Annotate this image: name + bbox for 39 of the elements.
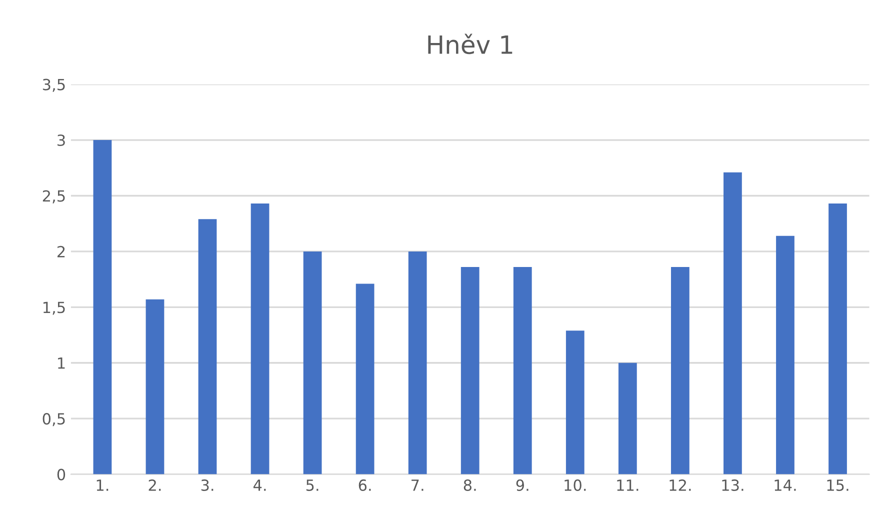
bar	[513, 267, 532, 474]
x-tick-label: 5.	[306, 480, 318, 491]
x-tick-label: 15.	[827, 480, 848, 491]
y-tick-label: 3	[58, 134, 65, 146]
x-tick-label: 4.	[253, 480, 266, 491]
y-tick-label: 0,5	[42, 413, 65, 426]
y-tick-label: 2	[58, 246, 65, 258]
chart-title: Hněv 1	[428, 34, 512, 54]
x-tick-label: 3.	[201, 479, 214, 491]
bar	[618, 362, 637, 474]
bar	[93, 140, 112, 474]
x-tick-label: 10.	[564, 479, 586, 491]
x-tick-label: 2.	[148, 479, 161, 491]
bar	[828, 204, 847, 474]
bar	[198, 219, 217, 474]
bar	[566, 330, 584, 474]
bar	[671, 267, 690, 474]
y-tick-label: 1	[58, 358, 65, 369]
x-tick-label: 9.	[516, 479, 528, 491]
bar	[724, 172, 742, 474]
x-tick-label: 12.	[670, 479, 691, 491]
bar	[356, 284, 374, 474]
y-tick-label: 1,5	[43, 302, 65, 315]
x-tick-label: 1.	[96, 480, 108, 491]
bar	[146, 299, 164, 474]
x-tick-label: 7.	[412, 480, 424, 491]
y-tick-label: 0	[57, 468, 66, 480]
bar	[408, 251, 427, 474]
x-tick-label: 6.	[358, 479, 371, 491]
x-tick-label: 13.	[722, 479, 744, 491]
bar	[250, 204, 270, 474]
bar	[460, 267, 480, 474]
x-tick-label: 14.	[774, 480, 796, 491]
bar	[303, 251, 322, 474]
y-tick-label: 3,5	[42, 78, 65, 92]
x-tick-label: 11.	[617, 480, 638, 491]
y-tick-label: 2,5	[42, 190, 65, 204]
bar	[776, 236, 794, 474]
x-tick-label: 8.	[464, 479, 476, 491]
